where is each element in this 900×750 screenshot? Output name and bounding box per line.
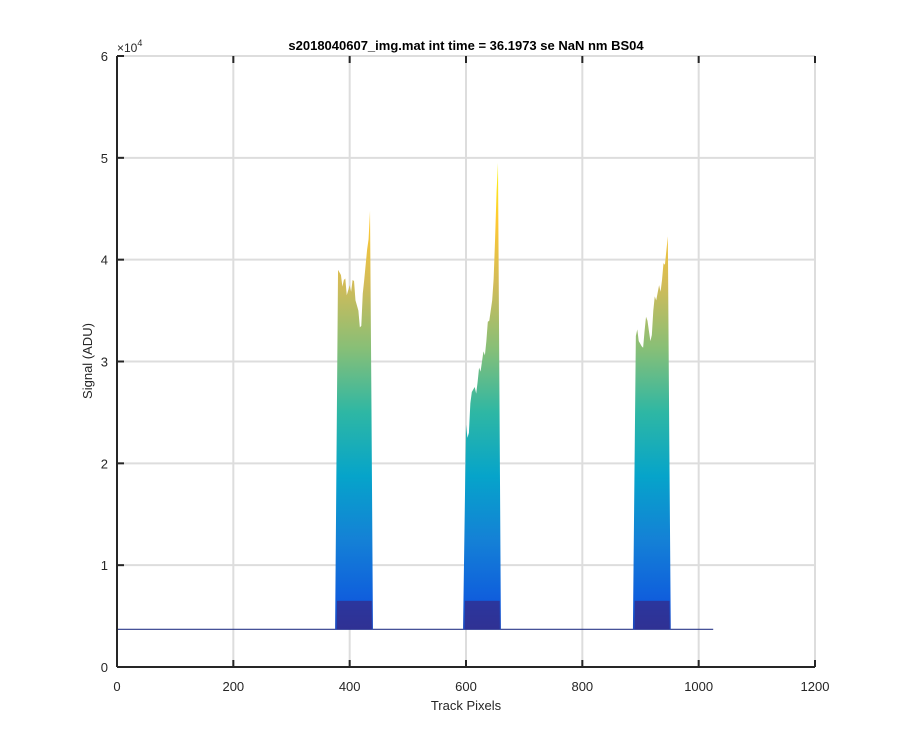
axes (116, 55, 816, 668)
x-tick-label: 400 (339, 679, 361, 694)
tick-labels: 0 200 400 600 800 1000 1200 0 1 2 3 4 5 6 (101, 49, 830, 694)
signal-peak-base-3 (634, 600, 670, 630)
x-tick-label: 800 (571, 679, 593, 694)
x-tick-label: 1000 (684, 679, 713, 694)
y-exponent-base: ×10 (117, 41, 138, 55)
y-axis-exponent: ×104 (117, 38, 142, 55)
y-tick-label: 0 (101, 660, 108, 675)
x-tick-label: 200 (222, 679, 244, 694)
y-tick-label: 5 (101, 151, 108, 166)
y-tick-label: 4 (101, 253, 108, 268)
y-tick-label: 2 (101, 456, 108, 471)
x-axis-label: Track Pixels (431, 698, 502, 713)
signal-peak-base-2 (464, 600, 500, 630)
plot-data (117, 162, 714, 630)
y-tick-label: 3 (101, 355, 108, 370)
signal-peak-3 (632, 236, 671, 630)
y-exponent-power: 4 (137, 38, 142, 48)
signal-peak-base-1 (336, 600, 372, 630)
x-tick-label: 600 (455, 679, 477, 694)
signal-peak-1 (335, 210, 373, 630)
y-tick-label: 1 (101, 558, 108, 573)
y-tick-label: 6 (101, 49, 108, 64)
signal-peak-2 (463, 162, 501, 630)
y-axis-label: Signal (ADU) (80, 323, 95, 399)
x-tick-label: 0 (113, 679, 120, 694)
x-tick-label: 1200 (801, 679, 830, 694)
chart-title: s2018040607_img.mat int time = 36.1973 s… (288, 38, 644, 53)
